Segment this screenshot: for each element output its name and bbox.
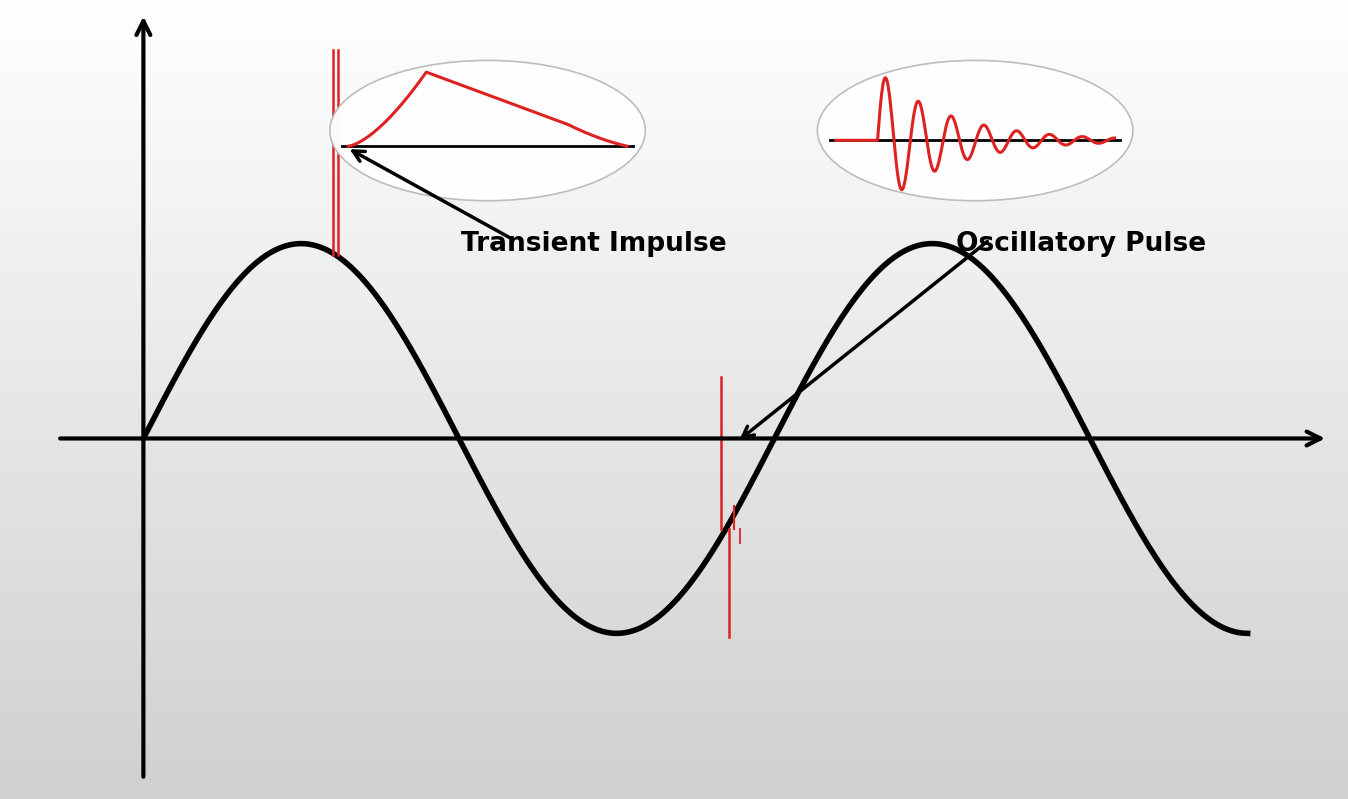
- Ellipse shape: [817, 61, 1132, 201]
- Text: Oscillatory Pulse: Oscillatory Pulse: [956, 231, 1206, 256]
- Text: Transient Impulse: Transient Impulse: [461, 231, 727, 256]
- Ellipse shape: [330, 61, 646, 201]
